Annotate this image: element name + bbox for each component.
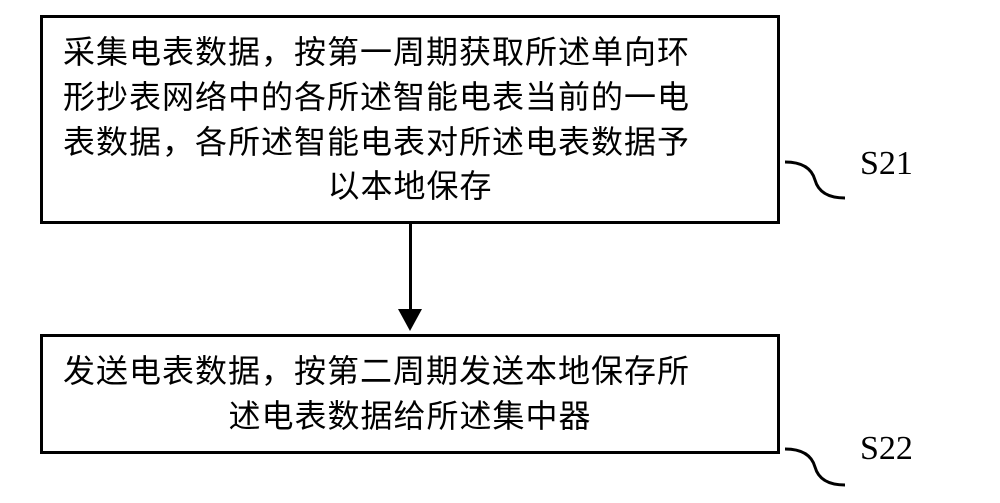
- node-label-s21: S21: [860, 145, 913, 183]
- text-line: 形抄表网络中的各所述智能电表当前的一电: [63, 75, 757, 120]
- node-label-s22: S22: [860, 430, 913, 468]
- flowchart-edge: [40, 224, 780, 334]
- text-line: 以本地保存: [63, 164, 757, 209]
- bracket-connector-icon: [785, 160, 845, 200]
- arrow-line: [409, 224, 412, 309]
- text-line: 表数据，各所述智能电表对所述电表数据予: [63, 120, 757, 165]
- text-line: 采集电表数据，按第一周期获取所述单向环: [63, 30, 757, 75]
- flowchart-node-s22: 发送电表数据，按第二周期发送本地保存所 述电表数据给所述集中器: [40, 334, 780, 454]
- flowchart-diagram: 采集电表数据，按第一周期获取所述单向环 形抄表网络中的各所述智能电表当前的一电 …: [40, 15, 960, 454]
- flowchart-node-s21: 采集电表数据，按第一周期获取所述单向环 形抄表网络中的各所述智能电表当前的一电 …: [40, 15, 780, 224]
- text-line: 述电表数据给所述集中器: [63, 394, 757, 439]
- node-s21-text: 采集电表数据，按第一周期获取所述单向环 形抄表网络中的各所述智能电表当前的一电 …: [63, 30, 757, 209]
- node-s22-text: 发送电表数据，按第二周期发送本地保存所 述电表数据给所述集中器: [63, 349, 757, 439]
- bracket-connector-icon: [785, 447, 845, 487]
- arrow-head-icon: [398, 309, 422, 331]
- text-line: 发送电表数据，按第二周期发送本地保存所: [63, 349, 757, 394]
